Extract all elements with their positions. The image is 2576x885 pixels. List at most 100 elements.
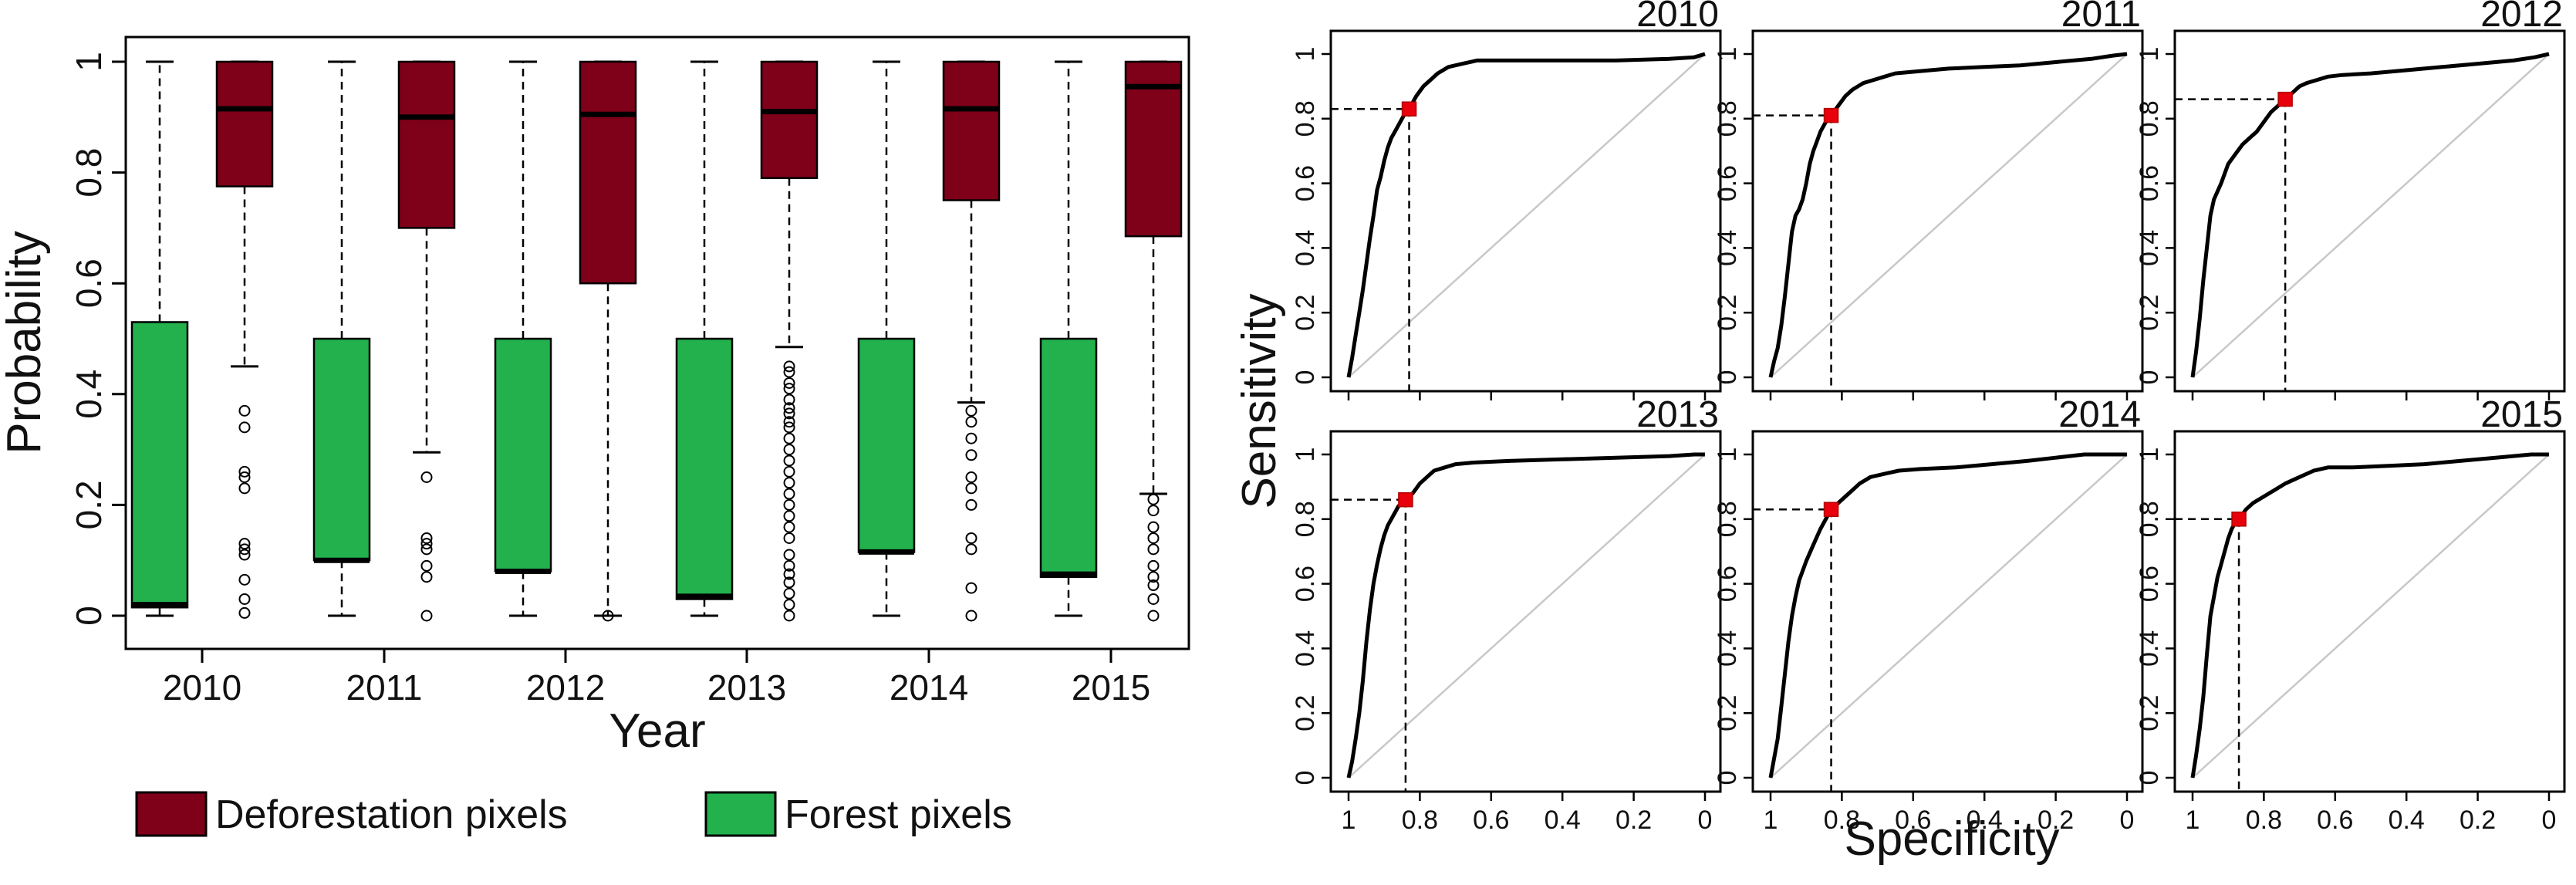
roc-y-tick-label: 1	[2135, 448, 2164, 462]
outlier-point	[1147, 559, 1160, 572]
roc-panel-title: 2012	[2480, 0, 2563, 35]
outlier-point	[965, 582, 977, 594]
roc-y-tick-label: 0.2	[1291, 695, 1320, 731]
outlier-point	[783, 532, 795, 544]
outlier-point	[783, 599, 795, 611]
box-forest-2013	[675, 60, 734, 617]
legend: Deforestation pixels Forest pixels	[135, 791, 1012, 837]
roc-frame	[1751, 430, 2144, 793]
outlier-point	[420, 543, 433, 556]
roc-y-title: Sensitivity	[1233, 293, 1286, 508]
outlier-point	[965, 471, 977, 483]
outlier-point	[1147, 593, 1160, 605]
outlier-point	[238, 421, 251, 434]
outlier-point	[783, 383, 795, 395]
roc-y-tick-label: 0	[1713, 370, 1742, 385]
outlier-point	[965, 610, 977, 622]
outlier-point	[238, 593, 251, 605]
roc-y-tick-label: 0.8	[2135, 501, 2164, 537]
roc-y-tick-label: 0.8	[1291, 501, 1320, 537]
outlier-point	[783, 549, 795, 561]
boxplot-x-tick-label: 2014	[890, 667, 968, 708]
outlier-point	[602, 610, 614, 622]
roc-frame	[1329, 430, 1722, 793]
box-forest-2014	[857, 60, 916, 617]
roc-panel-2013: 2013 0 0.2 0.4 0.6 0.8 1 1 0.8 0.6 0.4 0.2 0	[1291, 394, 1722, 835]
roc-y-tick-label: 0	[1291, 771, 1320, 785]
box-body	[397, 60, 456, 229]
roc-threshold-point	[1823, 502, 1839, 517]
roc-x-tick-label: 0.8	[2246, 806, 2282, 835]
roc-x-title: Specificity	[1844, 812, 2059, 866]
box-deforestation-2010	[215, 60, 274, 619]
outlier-point	[238, 471, 251, 483]
roc-y-tick-label: 0.4	[1291, 630, 1320, 667]
outlier-point	[420, 538, 433, 550]
outlier-point	[1147, 493, 1160, 505]
outlier-point	[420, 471, 433, 483]
roc-diagonal	[1348, 454, 1706, 779]
roc-panels: 201000.20.40.60.81201100.20.40.60.812012…	[1291, 0, 2566, 835]
roc-diagonal	[2192, 454, 2550, 779]
outlier-point	[965, 432, 977, 444]
outlier-point	[783, 488, 795, 500]
box-deforestation-2014	[942, 60, 1001, 622]
outlier-point	[1147, 532, 1160, 544]
outlier-point	[783, 521, 795, 533]
outlier-point	[783, 587, 795, 600]
outlier-point	[238, 543, 251, 556]
roc-diagonal	[1770, 53, 2128, 378]
box-body	[215, 60, 274, 187]
roc-x-tick-label: 0.6	[2317, 806, 2353, 835]
roc-y-tick-label: 0.2	[1291, 295, 1320, 331]
outlier-point	[783, 366, 795, 378]
roc-threshold-point	[1823, 107, 1839, 123]
roc-panel-2015: 2015 0 0.2 0.4 0.6 0.8 1 1 0.8 0.6 0.4 0.2 0	[2135, 394, 2566, 835]
outlier-point	[783, 407, 795, 420]
outlier-point	[783, 477, 795, 489]
roc-x-tick-label: 0.4	[1967, 806, 2003, 835]
box-body	[942, 60, 1001, 201]
roc-frame	[1329, 29, 1722, 393]
box-forest-2012	[494, 60, 552, 617]
roc-y-tick-label: 0.6	[2135, 566, 2164, 602]
boxplot-marks	[130, 60, 1183, 622]
box-forest-2011	[312, 60, 371, 617]
boxplot-y-tick-label: 0.4	[69, 370, 109, 419]
boxplot-x-tick-label: 2010	[163, 667, 241, 708]
outlier-point	[783, 377, 795, 389]
outlier-point	[965, 404, 977, 417]
outlier-point	[420, 571, 433, 583]
box-forest-2015	[1039, 60, 1098, 617]
outlier-point	[783, 559, 795, 572]
roc-y-tick-label: 0.6	[1713, 165, 1742, 201]
outlier-point	[238, 404, 251, 417]
roc-panel-2014: 2014 0 0.2 0.4 0.6 0.8 1 1 0.8 0.6 0.4 0.2 0	[1713, 394, 2144, 835]
box-body	[579, 60, 637, 285]
roc-y-tick-label: 1	[2135, 47, 2164, 62]
roc-x-tick-label: 0.8	[1402, 806, 1438, 835]
roc-diagonal	[1348, 53, 1706, 378]
roc-panel-title: 2014	[2058, 394, 2141, 435]
box-body	[675, 337, 734, 600]
outlier-point	[238, 465, 251, 478]
roc-y-tick-label: 0.8	[1713, 100, 1742, 137]
boxplot-y-tick-label: 0.6	[69, 258, 109, 308]
roc-x-tick-label: 0	[1698, 806, 1713, 835]
outlier-point	[783, 498, 795, 511]
roc-diagonal	[1770, 454, 2128, 779]
roc-panel-title: 2013	[1636, 394, 1719, 435]
outlier-point	[238, 482, 251, 495]
outlier-point	[420, 559, 433, 572]
boxplot-panel: 00.20.40.60.81 2010 2011 2012 2013 2014 2015 …	[0, 35, 1190, 758]
roc-x-tick-label: 1	[2186, 806, 2200, 835]
outlier-point	[965, 449, 977, 461]
roc-y-tick-label: 0.4	[1713, 230, 1742, 266]
roc-threshold-point	[1401, 101, 1417, 117]
boxplot-x-tick-label: 2015	[1072, 667, 1150, 708]
roc-x-tick-label: 0	[2120, 806, 2135, 835]
roc-x-tick-label: 0.2	[2460, 806, 2496, 835]
roc-curve	[1346, 52, 1706, 378]
outlier-point	[965, 416, 977, 428]
